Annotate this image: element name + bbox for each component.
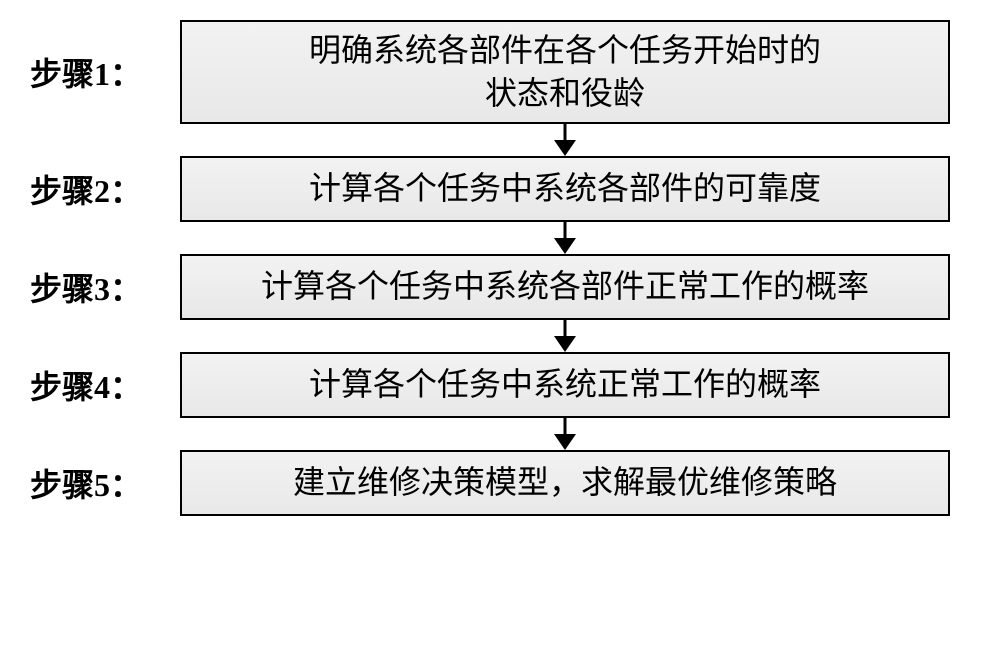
step-box-3: 计算各个任务中系统各部件正常工作的概率 — [180, 254, 950, 320]
step-box-1: 明确系统各部件在各个任务开始时的 状态和役龄 — [180, 20, 950, 124]
step-label-4: 步骤4： — [30, 362, 180, 408]
step-box-text-3: 计算各个任务中系统各部件正常工作的概率 — [261, 265, 869, 308]
step-label-1: 步骤1： — [30, 49, 180, 95]
step-box-5: 建立维修决策模型，求解最优维修策略 — [180, 450, 950, 516]
step-box-4: 计算各个任务中系统正常工作的概率 — [180, 352, 950, 418]
step-label-5: 步骤5： — [30, 460, 180, 506]
step-box-text-4: 计算各个任务中系统正常工作的概率 — [309, 363, 821, 406]
step-box-2: 计算各个任务中系统各部件的可靠度 — [180, 156, 950, 222]
step-label-2: 步骤2： — [30, 166, 180, 212]
step-box-text-5: 建立维修决策模型，求解最优维修策略 — [293, 461, 837, 504]
step-label-3: 步骤3： — [30, 264, 180, 310]
step-box-text-1: 明确系统各部件在各个任务开始时的 状态和役龄 — [309, 29, 821, 115]
step-box-text-2: 计算各个任务中系统各部件的可靠度 — [309, 167, 821, 210]
